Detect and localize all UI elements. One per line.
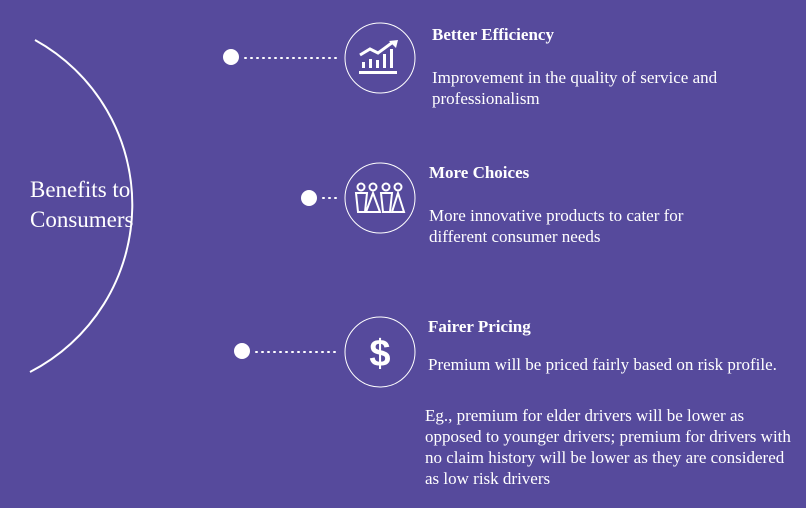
icon-ring (344, 162, 416, 234)
node-dot (234, 343, 250, 359)
node-dot (223, 49, 239, 65)
icon-ring (344, 316, 416, 388)
item-example: Eg., premium for elder drivers will be l… (425, 406, 791, 488)
item-title: Fairer Pricing (428, 317, 531, 336)
item-text: Premium will be priced fairly based on r… (428, 355, 777, 374)
item-text: Improvement in the quality of service an… (432, 68, 718, 108)
center-label: Benefits to Consumers (30, 177, 134, 232)
icon-ring (344, 22, 416, 94)
arc (29, 39, 134, 373)
growth-chart-icon (359, 40, 398, 74)
dollar-icon: $ (369, 333, 390, 375)
node-dot (301, 190, 317, 206)
item-text: More innovative products to cater for di… (429, 206, 684, 246)
item-title: More Choices (429, 163, 530, 182)
item-title: Better Efficiency (432, 25, 554, 44)
people-group-icon (354, 182, 406, 213)
